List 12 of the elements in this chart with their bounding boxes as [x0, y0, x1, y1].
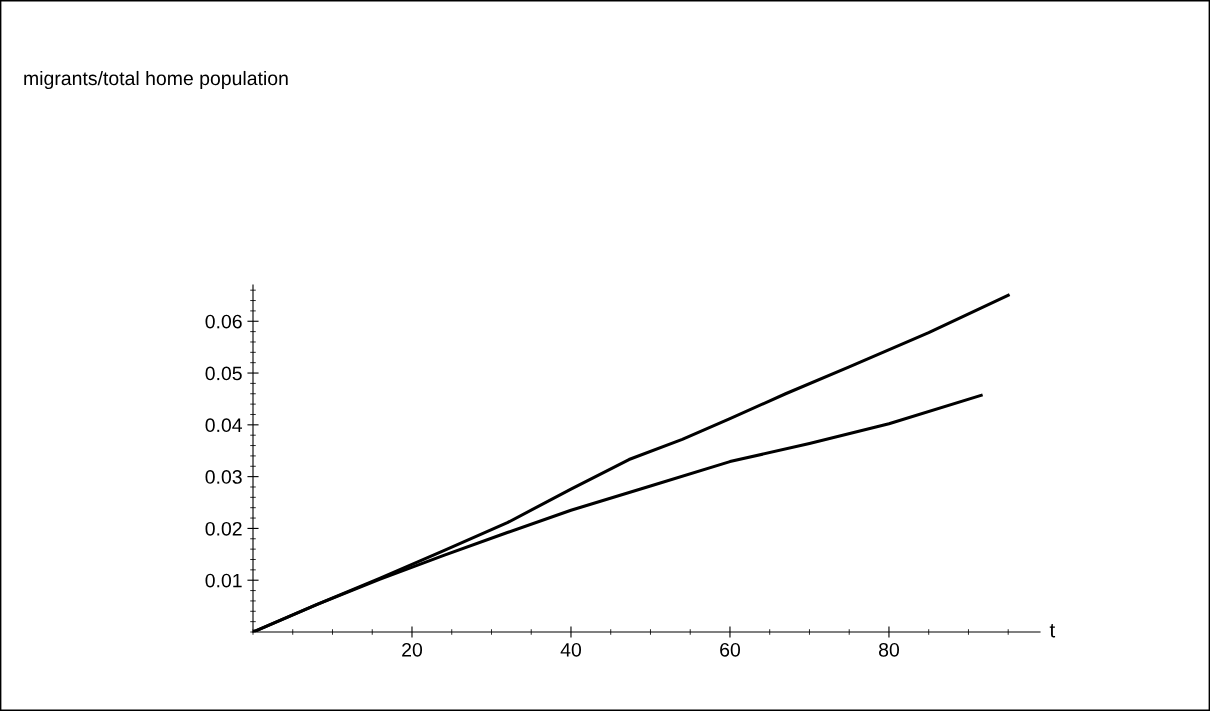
x-tick-label: 80 [878, 642, 900, 657]
y-tick-label: 0.06 [205, 314, 242, 329]
y-tick-label: 0.02 [205, 521, 242, 536]
text: migrants/total home population [24, 70, 288, 90]
y-tick-label: 0.04 [205, 418, 243, 433]
y-tick-label: 0.05 [205, 366, 242, 381]
y-tick-label: 0.03 [205, 470, 242, 484]
x-tick-label: 20 [402, 642, 423, 657]
x-axis-title: t [1049, 623, 1056, 638]
x-tick-label: 40 [560, 642, 582, 657]
x-tick-label: 60 [720, 642, 741, 657]
y-tick-label: 0.01 [205, 573, 242, 588]
